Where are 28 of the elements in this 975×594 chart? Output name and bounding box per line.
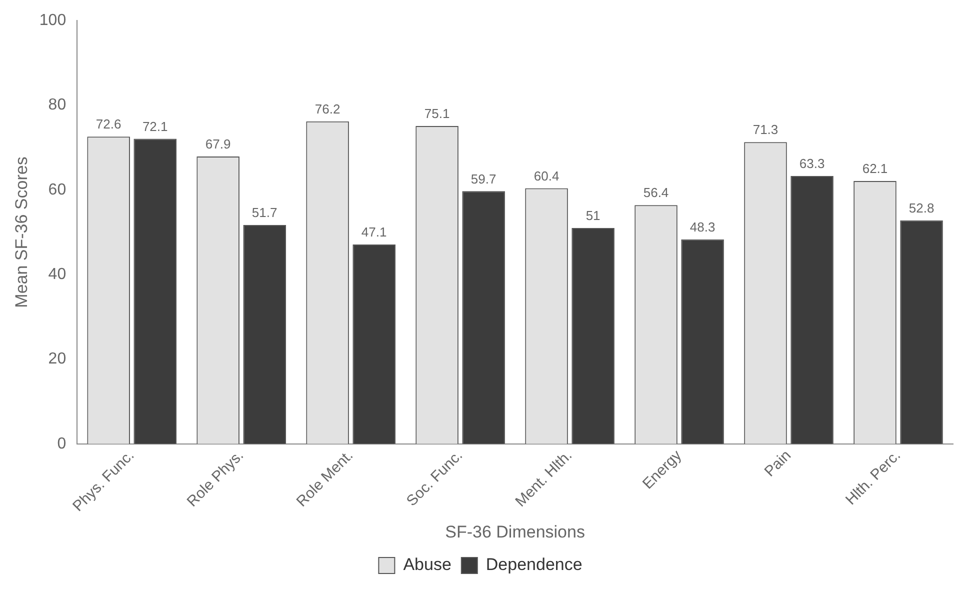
data-label: 72.1 xyxy=(142,118,168,134)
data-label: 76.2 xyxy=(314,101,340,116)
y-tick-label: 100 xyxy=(39,12,66,30)
y-axis-title: Mean SF-36 Scores xyxy=(12,156,31,308)
data-label: 63.3 xyxy=(799,156,825,172)
data-label: 62.1 xyxy=(862,161,888,176)
y-tick-label: 80 xyxy=(48,96,66,114)
data-label: 67.9 xyxy=(205,136,231,152)
data-label: 51 xyxy=(586,208,600,224)
y-tick-label: 20 xyxy=(48,350,66,368)
data-label: 71.3 xyxy=(752,122,778,138)
x-tick-label: Hlth. Perc. xyxy=(842,446,904,509)
data-label: 60.4 xyxy=(534,168,560,184)
y-tick-label: 40 xyxy=(48,266,66,283)
y-tick-label: 60 xyxy=(48,181,66,198)
data-label: 75.1 xyxy=(424,106,450,122)
y-tick-label: 0 xyxy=(57,435,66,452)
data-label: 52.8 xyxy=(908,200,934,216)
data-label: 48.3 xyxy=(690,220,716,235)
x-axis-title: SF-36 Dimensions xyxy=(445,522,585,542)
x-tick-label: Pain xyxy=(761,446,795,480)
data-label: 47.1 xyxy=(361,224,387,240)
data-label: 51.7 xyxy=(252,205,278,220)
legend-label: Dependence xyxy=(486,555,582,574)
data-label: 56.4 xyxy=(643,185,669,200)
data-label: 72.6 xyxy=(96,116,122,132)
data-label: 59.7 xyxy=(470,171,496,186)
legend-label: Abuse xyxy=(403,555,452,574)
